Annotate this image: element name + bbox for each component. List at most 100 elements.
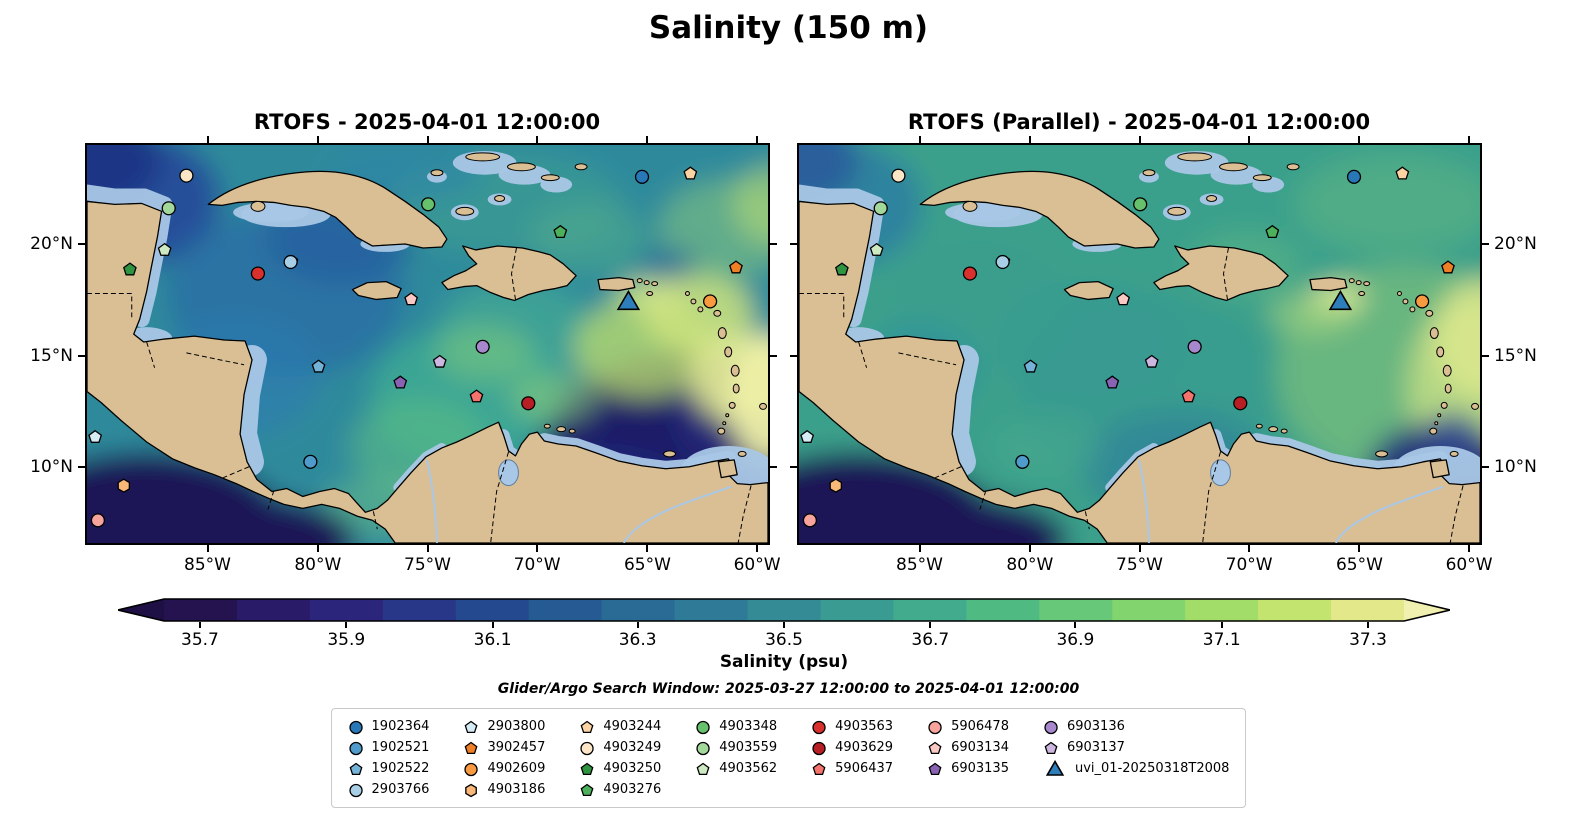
map-marker-float-4903244 <box>683 166 698 180</box>
map-marker-float-6903136 <box>1187 339 1202 354</box>
legend-label: 6903134 <box>951 740 1009 755</box>
legend-item-4903276: 4903276 <box>579 781 661 798</box>
lon-tick <box>206 545 209 552</box>
map-marker-float-5906478 <box>90 513 106 528</box>
map-marker-float-2903766 <box>995 254 1010 270</box>
map-marker-float-1902522 <box>1023 359 1038 373</box>
legend-item-1902522: 1902522 <box>348 760 429 777</box>
colorbar-tick <box>345 622 348 628</box>
float-marker-icon <box>812 762 826 775</box>
float-marker-icon <box>464 741 478 754</box>
float-marker-icon <box>696 741 710 755</box>
lon-tick-label: 80°W <box>294 555 342 575</box>
legend-label: 6903136 <box>1066 719 1125 734</box>
map-marker-float-3902457 <box>1441 260 1455 274</box>
legend-item-4903629: 4903629 <box>811 739 893 756</box>
colorbar-tick <box>929 622 932 628</box>
lon-tick <box>316 545 319 552</box>
lon-tick-label: 70°W <box>513 555 561 575</box>
lon-tick-label: 60°W <box>1445 555 1493 575</box>
lat-tick-label: 10°N <box>1494 457 1537 478</box>
search-window-text: Glider/Argo Search Window: 2025-03-27 12… <box>497 681 1080 697</box>
right-map-title: RTOFS (Parallel) - 2025-04-01 12:00:00 <box>907 110 1371 134</box>
lon-tick-label: 85°W <box>184 555 232 575</box>
lat-tick <box>790 466 797 469</box>
map-marker-float-6903137 <box>1144 354 1159 368</box>
legend-label: 5906478 <box>951 719 1009 734</box>
legend-marker-3902457 <box>464 741 478 754</box>
legend-label: 4903186 <box>487 782 546 797</box>
legend-item-1902364: 1902364 <box>348 718 430 735</box>
legend-item-6903136: 6903136 <box>1043 718 1229 735</box>
legend-box: 1902364 1902521 1902522 2903766 2903800 39024… <box>330 708 1247 808</box>
legend-label: 1902364 <box>371 719 430 734</box>
lon-tick <box>426 136 429 143</box>
lon-tick-label: 60°W <box>733 555 781 575</box>
map-right-rtofs-parallel: 85°W 80°W 75°W 70°W 65°W 60°W 20°N 15°N 10°N <box>790 136 1537 575</box>
legend-label: 4903348 <box>719 719 778 734</box>
colorbar-tick-label: 35.9 <box>327 630 366 650</box>
lon-tick <box>1248 545 1251 552</box>
lon-tick <box>536 136 539 143</box>
float-marker-icon <box>348 741 363 755</box>
figure-title: Salinity (150 m) <box>648 10 929 46</box>
legend-column-2: 2903800 3902457 4902609 4903186 <box>463 718 545 798</box>
legend-marker-4903244 <box>580 720 594 733</box>
legend-label: 6903137 <box>1066 740 1125 755</box>
legend-item-4903244: 4903244 <box>579 718 661 735</box>
legend-label: 1902521 <box>371 740 430 755</box>
colorbar-tick <box>491 622 494 628</box>
lon-tick <box>426 545 429 552</box>
lon-tick-label: 75°W <box>1116 555 1163 575</box>
legend-label: 4903276 <box>603 782 662 797</box>
colorbar-tick <box>783 622 785 628</box>
legend-marker-4903249 <box>580 741 595 755</box>
map-marker-float-5906437 <box>469 389 484 403</box>
map-marker-float-5906478 <box>802 513 818 528</box>
lon-tick-label: 65°W <box>623 555 671 575</box>
map-marker-float-1902364 <box>634 169 650 184</box>
lat-tick <box>78 466 85 469</box>
map-marker-float-4903250 <box>835 262 849 276</box>
legend-marker-4903348 <box>696 720 710 734</box>
legend-marker-4903186 <box>465 783 478 797</box>
map-marker-float-4903563 <box>962 266 978 281</box>
map-marker-float-6903136 <box>475 339 490 354</box>
float-marker-icon <box>464 720 478 733</box>
legend-item-uvi_01-20250318T2008: uvi_01-20250318T2008 <box>1043 759 1229 777</box>
legend-marker-5906437 <box>812 762 826 775</box>
legend-marker-4903559 <box>696 741 710 755</box>
legend-item-4903348: 4903348 <box>695 718 777 735</box>
legend-item-6903137: 6903137 <box>1043 739 1229 756</box>
legend-item-4903563: 4903563 <box>811 718 893 735</box>
colorbar-tick-label: 37.1 <box>1202 630 1241 650</box>
map-marker-float-4903244 <box>1395 166 1410 180</box>
colorbar-tick-label: 36.9 <box>1056 630 1095 650</box>
legend-label: 4903244 <box>603 719 662 734</box>
map-marker-glider-uvi_01-20250318T2008 <box>1328 289 1353 311</box>
legend-marker-1902521 <box>348 741 363 755</box>
lon-tick-label: 85°W <box>896 555 944 575</box>
map-marker-float-1902364 <box>1346 169 1362 184</box>
map-marker-float-4903348 <box>421 197 436 212</box>
legend-item-4903249: 4903249 <box>579 739 661 756</box>
legend-column-4: 4903348 4903559 4903562 <box>695 718 777 777</box>
legend-column-1: 1902364 1902521 1902522 2903766 <box>348 718 430 798</box>
legend-item-4903186: 4903186 <box>463 781 545 798</box>
float-marker-icon <box>1044 741 1058 754</box>
colorbar-gradient <box>117 598 1451 622</box>
float-marker-icon <box>928 762 942 775</box>
map-marker-float-4903250 <box>123 262 137 276</box>
map-marker-float-4903276 <box>553 224 568 239</box>
lat-tick <box>790 354 797 357</box>
left-map-title: RTOFS - 2025-04-01 12:00:00 <box>253 110 601 134</box>
map-marker-float-3902457 <box>729 260 743 274</box>
map-marker-float-6903134 <box>1116 292 1131 306</box>
map-marker-float-2903800 <box>800 429 815 443</box>
map-marker-float-1902521 <box>1015 454 1030 469</box>
map-marker-float-4903562 <box>157 242 172 256</box>
lon-tick <box>316 136 319 143</box>
legend-label: 5906437 <box>835 761 894 776</box>
lon-tick <box>646 136 649 143</box>
legend-item-4903562: 4903562 <box>695 760 777 777</box>
